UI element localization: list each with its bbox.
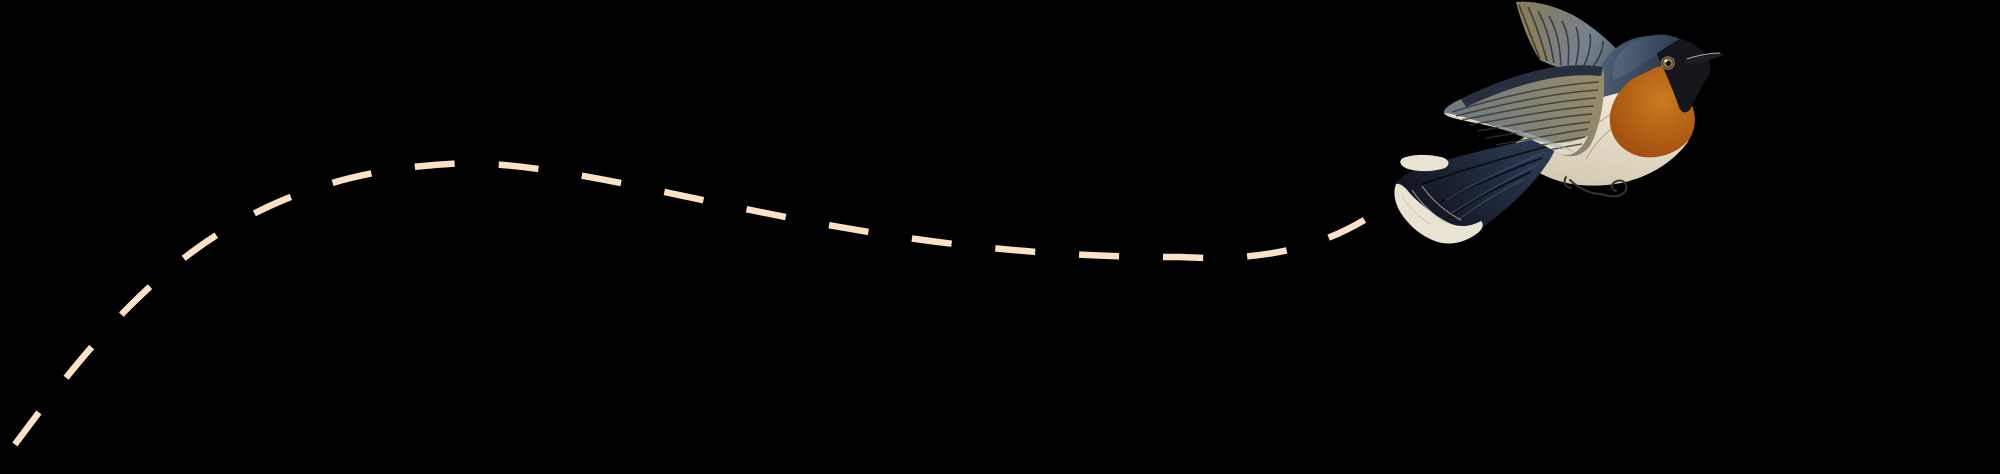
tail-feather-separations <box>1421 145 1550 219</box>
tail-surface <box>1393 135 1558 241</box>
tail-white-tips <box>1394 183 1483 244</box>
tail-steel-sheen <box>1445 151 1546 221</box>
eye-ring <box>1661 56 1675 70</box>
crown <box>1612 34 1680 80</box>
tail-upper-white-patch <box>1400 154 1449 172</box>
near-wing-leading-edge-dark <box>1461 65 1603 107</box>
near-wing-pale-secondary-tips <box>1496 125 1574 152</box>
swallow-bird-illustration <box>1393 1 1723 244</box>
beak-gape-line <box>1683 63 1696 67</box>
eye-pupil <box>1665 60 1672 67</box>
curled-feet <box>1563 176 1628 198</box>
tail-white-tip-scallops <box>1401 185 1462 225</box>
tail <box>1393 135 1558 244</box>
flight-path-dashed-line <box>0 159 1388 470</box>
beak <box>1683 52 1723 68</box>
near-wing <box>1443 65 1605 158</box>
beak-ridge-highlight <box>1686 52 1721 60</box>
eye-catchlight <box>1664 59 1668 63</box>
eye <box>1661 56 1675 70</box>
